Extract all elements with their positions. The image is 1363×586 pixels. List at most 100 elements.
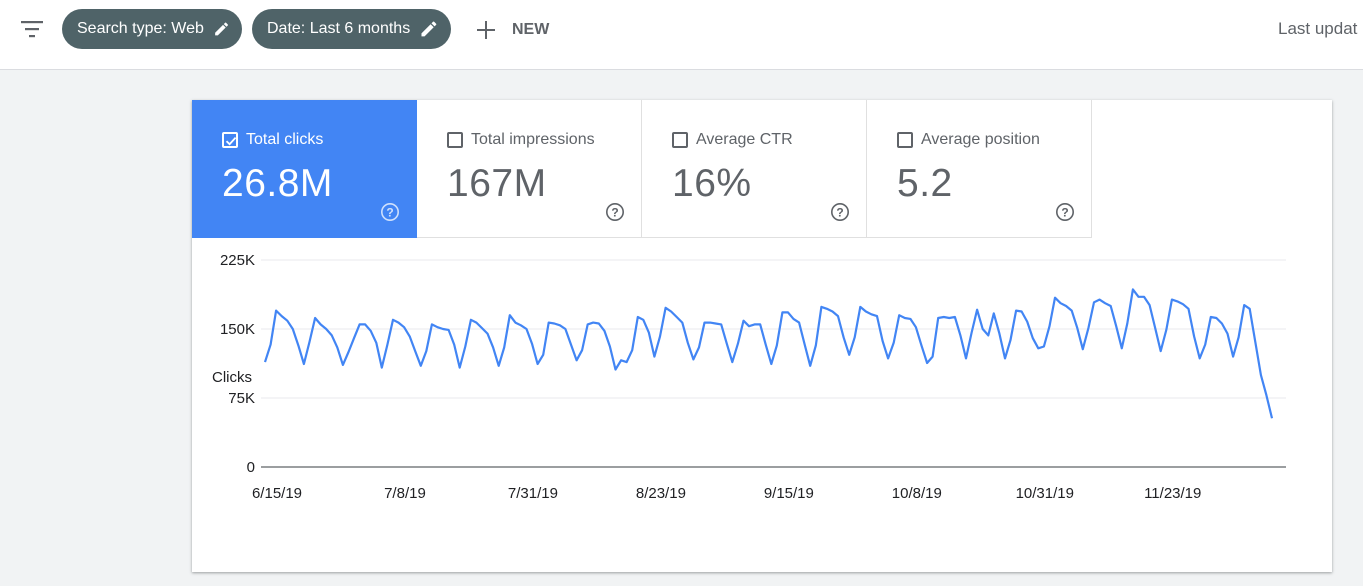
data-point[interactable] — [563, 327, 568, 332]
metric-checkbox[interactable] — [222, 132, 238, 148]
data-point[interactable] — [1242, 303, 1247, 308]
data-point[interactable] — [1219, 321, 1224, 326]
data-point[interactable] — [513, 320, 518, 325]
data-point[interactable] — [1142, 294, 1147, 299]
data-point[interactable] — [819, 304, 824, 309]
data-point[interactable] — [724, 341, 729, 346]
data-point[interactable] — [457, 365, 462, 370]
data-point[interactable] — [1186, 306, 1191, 311]
data-point[interactable] — [1197, 356, 1202, 361]
metric-average-ctr[interactable]: Average CTR 16% ? — [642, 100, 867, 238]
date-range-chip[interactable]: Date: Last 6 months — [252, 9, 451, 49]
data-point[interactable] — [318, 322, 323, 327]
help-icon[interactable]: ? — [380, 202, 400, 222]
metric-checkbox[interactable] — [897, 132, 913, 148]
data-point[interactable] — [1025, 319, 1030, 324]
data-point[interactable] — [346, 350, 351, 355]
data-point[interactable] — [752, 322, 757, 327]
data-point[interactable] — [1047, 324, 1052, 329]
data-point[interactable] — [869, 312, 874, 317]
data-point[interactable] — [507, 313, 512, 318]
data-point[interactable] — [758, 322, 763, 327]
data-point[interactable] — [1164, 327, 1169, 332]
data-point[interactable] — [263, 360, 268, 365]
data-point[interactable] — [1019, 309, 1024, 314]
data-point[interactable] — [568, 342, 573, 347]
data-point[interactable] — [324, 327, 329, 332]
data-point[interactable] — [630, 348, 635, 353]
data-point[interactable] — [402, 325, 407, 330]
data-point[interactable] — [329, 333, 334, 338]
data-point[interactable] — [1253, 339, 1258, 344]
data-point[interactable] — [1080, 347, 1085, 352]
data-point[interactable] — [396, 320, 401, 325]
data-point[interactable] — [435, 325, 440, 330]
data-point[interactable] — [496, 363, 501, 368]
data-point[interactable] — [769, 361, 774, 366]
metric-total-clicks[interactable]: Total clicks 26.8M ? — [192, 100, 417, 238]
data-point[interactable] — [808, 363, 813, 368]
data-point[interactable] — [713, 321, 718, 326]
data-point[interactable] — [1114, 324, 1119, 329]
data-point[interactable] — [1108, 304, 1113, 309]
data-point[interactable] — [624, 360, 629, 365]
data-point[interactable] — [735, 341, 740, 346]
data-point[interactable] — [1125, 321, 1130, 326]
clicks-series-line[interactable] — [263, 288, 1274, 419]
data-point[interactable] — [424, 349, 429, 354]
data-point[interactable] — [747, 324, 752, 329]
data-point[interactable] — [585, 322, 590, 327]
data-point[interactable] — [969, 330, 974, 335]
data-point[interactable] — [546, 320, 551, 325]
data-point[interactable] — [530, 341, 535, 346]
data-point[interactable] — [908, 316, 913, 321]
data-point[interactable] — [1069, 308, 1074, 313]
data-point[interactable] — [902, 315, 907, 320]
data-point[interactable] — [830, 309, 835, 314]
data-point[interactable] — [874, 314, 879, 319]
data-point[interactable] — [1231, 354, 1236, 359]
data-point[interactable] — [502, 345, 507, 350]
data-point[interactable] — [296, 343, 301, 348]
data-point[interactable] — [613, 367, 618, 372]
data-point[interactable] — [1258, 373, 1263, 378]
data-point[interactable] — [1075, 326, 1080, 331]
data-point[interactable] — [847, 352, 852, 357]
data-point[interactable] — [880, 338, 885, 343]
data-point[interactable] — [863, 309, 868, 314]
data-point[interactable] — [413, 349, 418, 354]
data-point[interactable] — [541, 352, 546, 357]
data-point[interactable] — [1236, 335, 1241, 340]
data-point[interactable] — [791, 316, 796, 321]
data-point[interactable] — [1192, 334, 1197, 339]
data-point[interactable] — [696, 345, 701, 350]
data-point[interactable] — [886, 356, 891, 361]
help-icon[interactable]: ? — [830, 202, 850, 222]
data-point[interactable] — [841, 335, 846, 340]
data-point[interactable] — [991, 311, 996, 316]
metric-checkbox[interactable] — [672, 132, 688, 148]
help-icon[interactable]: ? — [605, 202, 625, 222]
data-point[interactable] — [1153, 326, 1158, 331]
data-point[interactable] — [268, 342, 273, 347]
data-point[interactable] — [274, 308, 279, 313]
data-point[interactable] — [774, 343, 779, 348]
data-point[interactable] — [897, 313, 902, 318]
data-point[interactable] — [1030, 336, 1035, 341]
data-point[interactable] — [641, 317, 646, 322]
data-point[interactable] — [407, 334, 412, 339]
data-point[interactable] — [674, 315, 679, 320]
data-point[interactable] — [574, 358, 579, 363]
data-point[interactable] — [669, 309, 674, 314]
data-point[interactable] — [997, 331, 1002, 336]
data-point[interactable] — [1119, 346, 1124, 351]
help-icon[interactable]: ? — [1055, 202, 1075, 222]
data-point[interactable] — [1058, 301, 1063, 306]
data-point[interactable] — [524, 327, 529, 332]
data-point[interactable] — [964, 356, 969, 361]
data-point[interactable] — [741, 318, 746, 323]
data-point[interactable] — [1270, 416, 1275, 421]
data-point[interactable] — [418, 363, 423, 368]
data-point[interactable] — [986, 333, 991, 338]
data-point[interactable] — [290, 327, 295, 332]
